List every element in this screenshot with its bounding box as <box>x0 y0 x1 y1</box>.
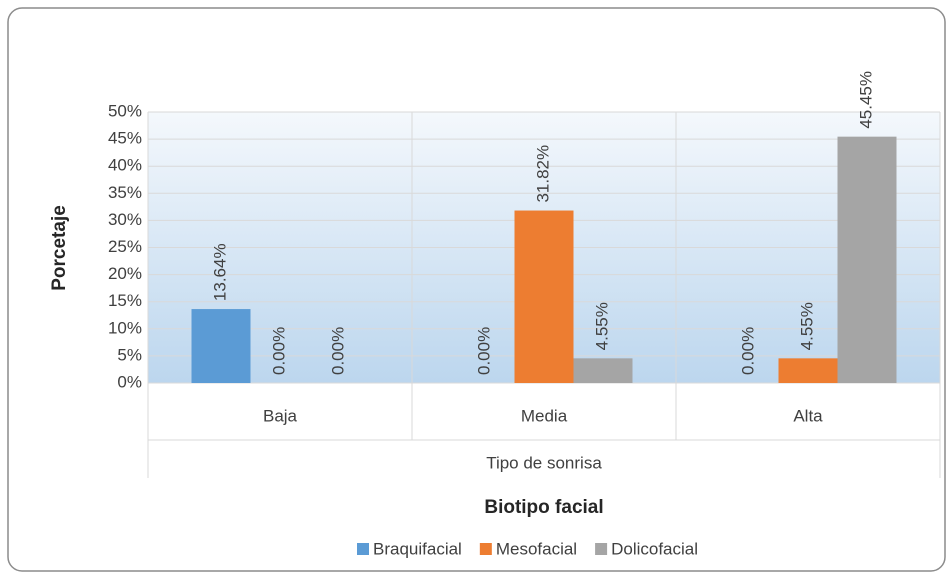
data-label: 0.00% <box>738 327 757 375</box>
y-tick-label: 25% <box>108 237 142 256</box>
y-tick-label: 50% <box>108 101 142 120</box>
data-label: 45.45% <box>856 71 875 129</box>
category-group-label: Tipo de sonrisa <box>486 453 602 472</box>
x-tick-label: Alta <box>793 406 823 425</box>
data-label: 31.82% <box>533 145 552 203</box>
data-label: 13.64% <box>210 243 229 301</box>
data-label: 4.55% <box>797 302 816 350</box>
legend-label: Braquifacial <box>373 539 462 558</box>
y-tick-label: 20% <box>108 264 142 283</box>
y-axis-title: Porcetaje <box>49 205 70 291</box>
legend-swatch <box>357 543 369 555</box>
legend-label: Dolicofacial <box>611 539 698 558</box>
bar <box>837 136 897 383</box>
x-tick-label: Media <box>521 406 568 425</box>
y-tick-label: 30% <box>108 210 142 229</box>
y-tick-label: 5% <box>117 345 142 364</box>
y-tick-label: 15% <box>108 291 142 310</box>
y-tick-label: 10% <box>108 318 142 337</box>
x-axis-title: Biotipo facial <box>484 497 603 518</box>
y-tick-label: 35% <box>108 183 142 202</box>
bar <box>778 358 838 383</box>
data-label: 0.00% <box>269 327 288 375</box>
bar <box>191 309 251 383</box>
data-label: 0.00% <box>474 327 493 375</box>
data-label: 4.55% <box>592 302 611 350</box>
y-tick-label: 45% <box>108 129 142 148</box>
bar <box>514 210 574 383</box>
x-tick-label: Baja <box>263 406 298 425</box>
legend-swatch <box>595 543 608 555</box>
data-label: 0.00% <box>328 327 347 375</box>
y-tick-label: 0% <box>117 372 142 391</box>
y-tick-label: 40% <box>108 156 142 175</box>
legend-swatch <box>479 543 492 555</box>
legend-label: Mesofacial <box>496 539 577 558</box>
bar <box>573 358 633 383</box>
